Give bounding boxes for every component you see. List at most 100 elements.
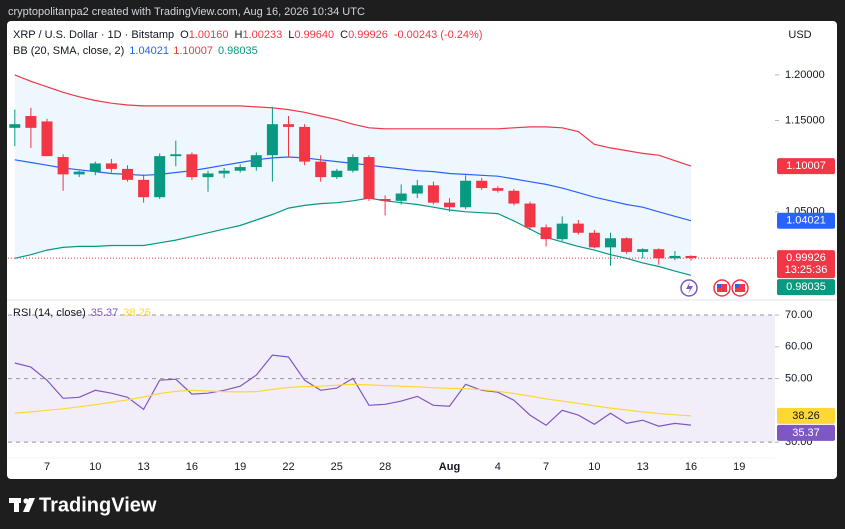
candle-body [460,180,472,208]
candle-body [331,170,343,178]
candle-body [492,188,504,191]
indicator-value: 0.98035 [218,45,258,57]
price-badge-label: 1.10007 [786,160,826,172]
x-tick-label: 7 [44,461,50,473]
indicator-title: BB (20, SMA, close, 2) [13,45,124,57]
candle-body [653,249,665,259]
candle-body [508,190,520,204]
x-tick-label: 16 [186,461,198,473]
chart-area [7,21,837,479]
price-badge [777,250,835,279]
y-tick-label: 1.20000 [785,69,825,81]
icon [735,284,739,288]
candle-body [186,154,198,178]
event-icons [680,279,749,297]
x-tick-label: 13 [637,461,649,473]
candle-body [363,157,375,200]
candle-body [299,126,311,162]
candle-body [122,168,133,180]
price-badge-label: 13:25:36 [785,264,828,276]
candle-body [379,199,391,201]
candle-body [250,155,262,168]
series-line [14,354,692,427]
candle-body [572,223,584,233]
candle-body [685,255,697,259]
candle-body [105,163,117,169]
x-tick-label: 4 [495,461,501,473]
legend-value: 0.99640 [294,29,334,41]
brand-logo [9,498,35,512]
candle-body [266,124,278,156]
legend-value: 1.00233 [242,29,282,41]
candle-body [283,124,294,127]
candle-body [637,249,649,252]
series-line [14,197,692,276]
x-tick-label: 7 [543,461,549,473]
legend-label: L [288,29,294,41]
candle-body [588,232,600,248]
legend: BB (20, SMA, close, 2) 1.04021 1.10007 0.98… [13,45,258,57]
candle-body [411,185,423,194]
indicator-value: 35.37 [91,307,119,319]
legend-value: 0.99926 [348,29,388,41]
price-badge-label: 0.99926 [786,252,826,264]
candle-body [138,179,150,198]
candle-body [315,161,327,178]
y-tick-label: 60.00 [785,341,813,353]
x-tick-label: 25 [331,461,343,473]
candle-body [218,170,230,174]
icon [717,284,721,288]
candle-body [41,121,53,157]
legend-change: -0.00243 (-0.24%) [394,29,483,41]
x-tick-label: 19 [733,461,745,473]
price-badge [777,158,835,175]
price-badge-label: 1.04021 [786,215,826,227]
indicator-value: 38.26 [123,307,151,319]
x-tick-label: Aug [439,461,460,473]
candle-body [556,223,568,240]
candle-body [170,154,182,157]
icon [686,282,693,294]
candle-body [476,180,488,189]
candle-body [524,203,536,228]
x-tick-label: 22 [282,461,294,473]
candle-body [154,156,166,198]
price-badge-label: 0.98035 [786,281,826,293]
candle-body [9,124,21,128]
series-line [14,74,692,167]
price-badge-label: 38.26 [792,410,820,422]
indicator-value: 1.10007 [173,45,213,57]
candle-body [444,202,455,208]
candle-body [25,115,37,128]
icon [735,284,745,292]
legend-title: XRP / U.S. Dollar · 1D · Bitstamp [13,29,174,41]
price-badge [777,407,835,424]
logo-part [14,498,19,512]
candle-body [57,157,69,175]
indicator-title: RSI (14, close) [13,307,86,319]
y-tick-label: 70.00 [785,309,813,321]
series-line [14,383,692,417]
candle-body [347,157,359,171]
legend-label: O [180,29,189,41]
price-badge [777,212,835,229]
legend-label: C [340,29,348,41]
candle-body [89,163,101,172]
legend-value: 1.00160 [189,29,229,41]
x-tick-label: 28 [379,461,391,473]
candle-body [73,171,85,175]
candle-body [395,193,407,201]
candle-body [669,255,681,259]
x-tick-label: 13 [137,461,149,473]
candle-body [202,173,214,178]
y-tick-label: 1.15000 [785,114,825,126]
indicator-value: 1.04021 [129,45,169,57]
x-tick-label: 10 [89,461,101,473]
legend: RSI (14, close) 35.37 38.26 [13,307,151,319]
candle-body [234,167,246,171]
legend: XRP / U.S. Dollar · 1D · Bitstamp O1.0016… [13,29,483,41]
header-text: cryptopolitanpa2 created with TradingVie… [8,6,365,18]
price-badge [777,424,835,441]
candle-body [621,238,633,252]
